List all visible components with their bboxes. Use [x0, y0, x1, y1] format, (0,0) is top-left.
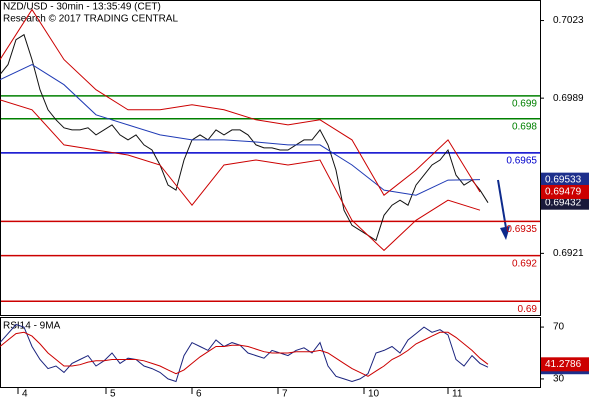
x-tick-label: 7 — [282, 389, 288, 400]
y-tick-label: 70 — [553, 322, 565, 333]
last-value-label: 0.69432 — [545, 197, 582, 208]
series-line — [0, 331, 489, 377]
level-label: 0.69 — [518, 304, 538, 315]
x-tick-label: 4 — [22, 389, 28, 400]
price-panel — [0, 0, 541, 316]
level-label: 0.692 — [512, 258, 537, 269]
y-tick-label: 30 — [553, 374, 565, 385]
forecast-arrow-head — [500, 226, 510, 240]
level-label: 0.698 — [512, 121, 537, 132]
series-line — [0, 323, 489, 383]
chart-subtitle: Research © 2017 TRADING CENTRAL — [3, 14, 178, 25]
last-value-label: 0.69533 — [545, 174, 582, 185]
series-line — [0, 8, 481, 196]
y-tick-label: 0.6921 — [553, 248, 584, 259]
rsi-title: RSI14 - 9MA — [3, 321, 61, 332]
x-tick-label: 11 — [452, 389, 463, 400]
level-label: 0.699 — [512, 99, 537, 110]
level-label: 0.6935 — [506, 224, 537, 235]
last-value-box — [541, 357, 589, 372]
last-value-label: 0.69479 — [545, 187, 582, 198]
rsi-panel — [0, 317, 541, 388]
last-value-box — [541, 172, 589, 187]
series-line — [0, 33, 489, 242]
forecast-arrow — [497, 179, 507, 229]
level-label: 0.6965 — [506, 156, 537, 167]
x-tick-label: 10 — [368, 389, 380, 400]
x-tick-label: 6 — [196, 389, 202, 400]
chart-title: NZD/USD - 30min - 13:35:49 (CET) — [3, 2, 161, 13]
series-line — [0, 99, 481, 252]
y-tick-label: 0.7023 — [553, 15, 584, 26]
last-value-label: 41.2786 — [545, 359, 582, 370]
y-tick-label: 0.6989 — [553, 93, 584, 104]
x-tick-label: 5 — [110, 389, 116, 400]
series-line — [0, 64, 481, 196]
last-value-box — [541, 184, 589, 199]
last-value-box — [541, 195, 589, 210]
